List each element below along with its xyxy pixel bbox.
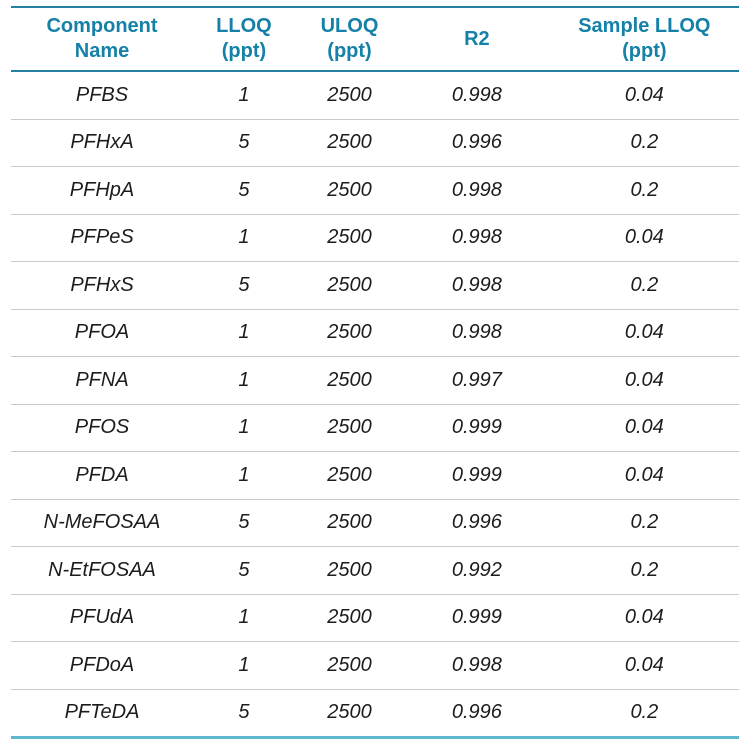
cell-r2: 0.997 (404, 356, 550, 404)
column-header-component-name: Component Name (11, 7, 193, 72)
table-row: PFOA 1 2500 0.998 0.04 (11, 308, 739, 357)
table-row: PFUdA 1 2500 0.999 0.04 (11, 593, 739, 642)
table-row: PFDA 1 2500 0.999 0.04 (11, 451, 739, 499)
cell-r2: 0.998 (404, 166, 550, 214)
cell-r2: 0.999 (404, 451, 550, 499)
cell-component-name: N-MeFOSAA (11, 498, 193, 547)
cell-r2: 0.999 (404, 593, 550, 642)
cell-lloq: 5 (193, 688, 295, 738)
cell-r2: 0.996 (404, 688, 550, 738)
cell-component-name: PFTeDA (11, 688, 193, 738)
cell-lloq: 5 (193, 118, 295, 167)
cell-component-name: PFHpA (11, 166, 193, 214)
cell-sample-lloq: 0.04 (549, 403, 739, 452)
cell-sample-lloq: 0.04 (549, 451, 739, 499)
cell-uloq: 2500 (294, 403, 405, 452)
table-row: PFHpA 5 2500 0.998 0.2 (11, 166, 739, 214)
cell-component-name: PFDA (11, 451, 193, 499)
cell-r2: 0.998 (404, 261, 550, 309)
column-header-r2: R2 (404, 7, 550, 72)
cell-uloq: 2500 (294, 451, 405, 499)
cell-uloq: 2500 (294, 641, 405, 689)
cell-lloq: 5 (193, 498, 295, 547)
cell-lloq: 1 (193, 213, 295, 262)
cell-lloq: 1 (193, 403, 295, 452)
table-row: PFTeDA 5 2500 0.996 0.2 (11, 688, 739, 738)
table-row: PFPeS 1 2500 0.998 0.04 (11, 213, 739, 262)
cell-sample-lloq: 0.04 (549, 308, 739, 357)
table-row: N-EtFOSAA 5 2500 0.992 0.2 (11, 546, 739, 594)
cell-sample-lloq: 0.04 (549, 593, 739, 642)
table-row: PFBS 1 2500 0.998 0.04 (11, 71, 739, 119)
cell-component-name: PFPeS (11, 213, 193, 262)
cell-component-name: PFHxS (11, 261, 193, 309)
cell-component-name: PFOA (11, 308, 193, 357)
column-header-uloq: ULOQ (ppt) (294, 7, 405, 72)
cell-uloq: 2500 (294, 546, 405, 594)
cell-component-name: PFHxA (11, 118, 193, 167)
cell-lloq: 1 (193, 641, 295, 689)
cell-r2: 0.998 (404, 308, 550, 357)
cell-uloq: 2500 (294, 261, 405, 309)
cell-component-name: PFUdA (11, 593, 193, 642)
cell-uloq: 2500 (294, 356, 405, 404)
cell-sample-lloq: 0.2 (549, 688, 739, 738)
cell-lloq: 5 (193, 166, 295, 214)
cell-uloq: 2500 (327, 83, 372, 106)
cell-uloq: 2500 (294, 593, 405, 642)
cell-r2: 0.999 (404, 403, 550, 452)
cell-sample-lloq: 0.2 (549, 546, 739, 594)
cell-sample-lloq: 0.04 (549, 213, 739, 262)
cell-lloq: 1 (193, 451, 295, 499)
cell-sample-lloq: 0.2 (549, 261, 739, 309)
cell-sample-lloq: 0.04 (549, 356, 739, 404)
table-row: PFHxS 5 2500 0.998 0.2 (11, 261, 739, 309)
cell-r2: 0.996 (404, 118, 550, 167)
column-header-sample-lloq: Sample LLOQ (ppt) (549, 7, 739, 72)
cell-lloq: 5 (193, 546, 295, 594)
cell-r2: 0.996 (404, 498, 550, 547)
table-header-row: Component Name LLOQ (ppt) ULOQ (ppt) R2 … (11, 7, 739, 72)
cell-r2: 0.998 (451, 83, 502, 106)
cell-component-name: PFBS (75, 83, 129, 106)
cell-lloq: 1 (238, 83, 250, 106)
table-row: PFNA 1 2500 0.997 0.04 (11, 356, 739, 404)
cell-lloq: 1 (193, 593, 295, 642)
cell-uloq: 2500 (294, 166, 405, 214)
cell-uloq: 2500 (294, 498, 405, 547)
cell-sample-lloq: 0.04 (549, 641, 739, 689)
cell-sample-lloq: 0.2 (549, 498, 739, 547)
cell-r2: 0.998 (404, 213, 550, 262)
cell-component-name: N-EtFOSAA (11, 546, 193, 594)
calibration-table: Component Name LLOQ (ppt) ULOQ (ppt) R2 … (11, 6, 739, 739)
cell-lloq: 1 (193, 356, 295, 404)
cell-sample-lloq: 0.2 (549, 118, 739, 167)
cell-lloq: 5 (193, 261, 295, 309)
cell-sample-lloq: 0.2 (549, 166, 739, 214)
cell-uloq: 2500 (294, 118, 405, 167)
cell-uloq: 2500 (294, 213, 405, 262)
table-row: PFOS 1 2500 0.999 0.04 (11, 403, 739, 452)
column-header-lloq: LLOQ (ppt) (193, 7, 295, 72)
cell-r2: 0.992 (404, 546, 550, 594)
cell-component-name: PFOS (11, 403, 193, 452)
cell-r2: 0.998 (404, 641, 550, 689)
table-row: PFHxA 5 2500 0.996 0.2 (11, 118, 739, 167)
cell-uloq: 2500 (294, 688, 405, 738)
calibration-table-container: Component Name LLOQ (ppt) ULOQ (ppt) R2 … (11, 6, 739, 739)
cell-sample-lloq: 0.04 (624, 83, 664, 106)
cell-uloq: 2500 (294, 308, 405, 357)
table-row: N-MeFOSAA 5 2500 0.996 0.2 (11, 498, 739, 547)
cell-lloq: 1 (193, 308, 295, 357)
table-row: PFDoA 1 2500 0.998 0.04 (11, 641, 739, 689)
cell-component-name: PFNA (11, 356, 193, 404)
cell-component-name: PFDoA (11, 641, 193, 689)
